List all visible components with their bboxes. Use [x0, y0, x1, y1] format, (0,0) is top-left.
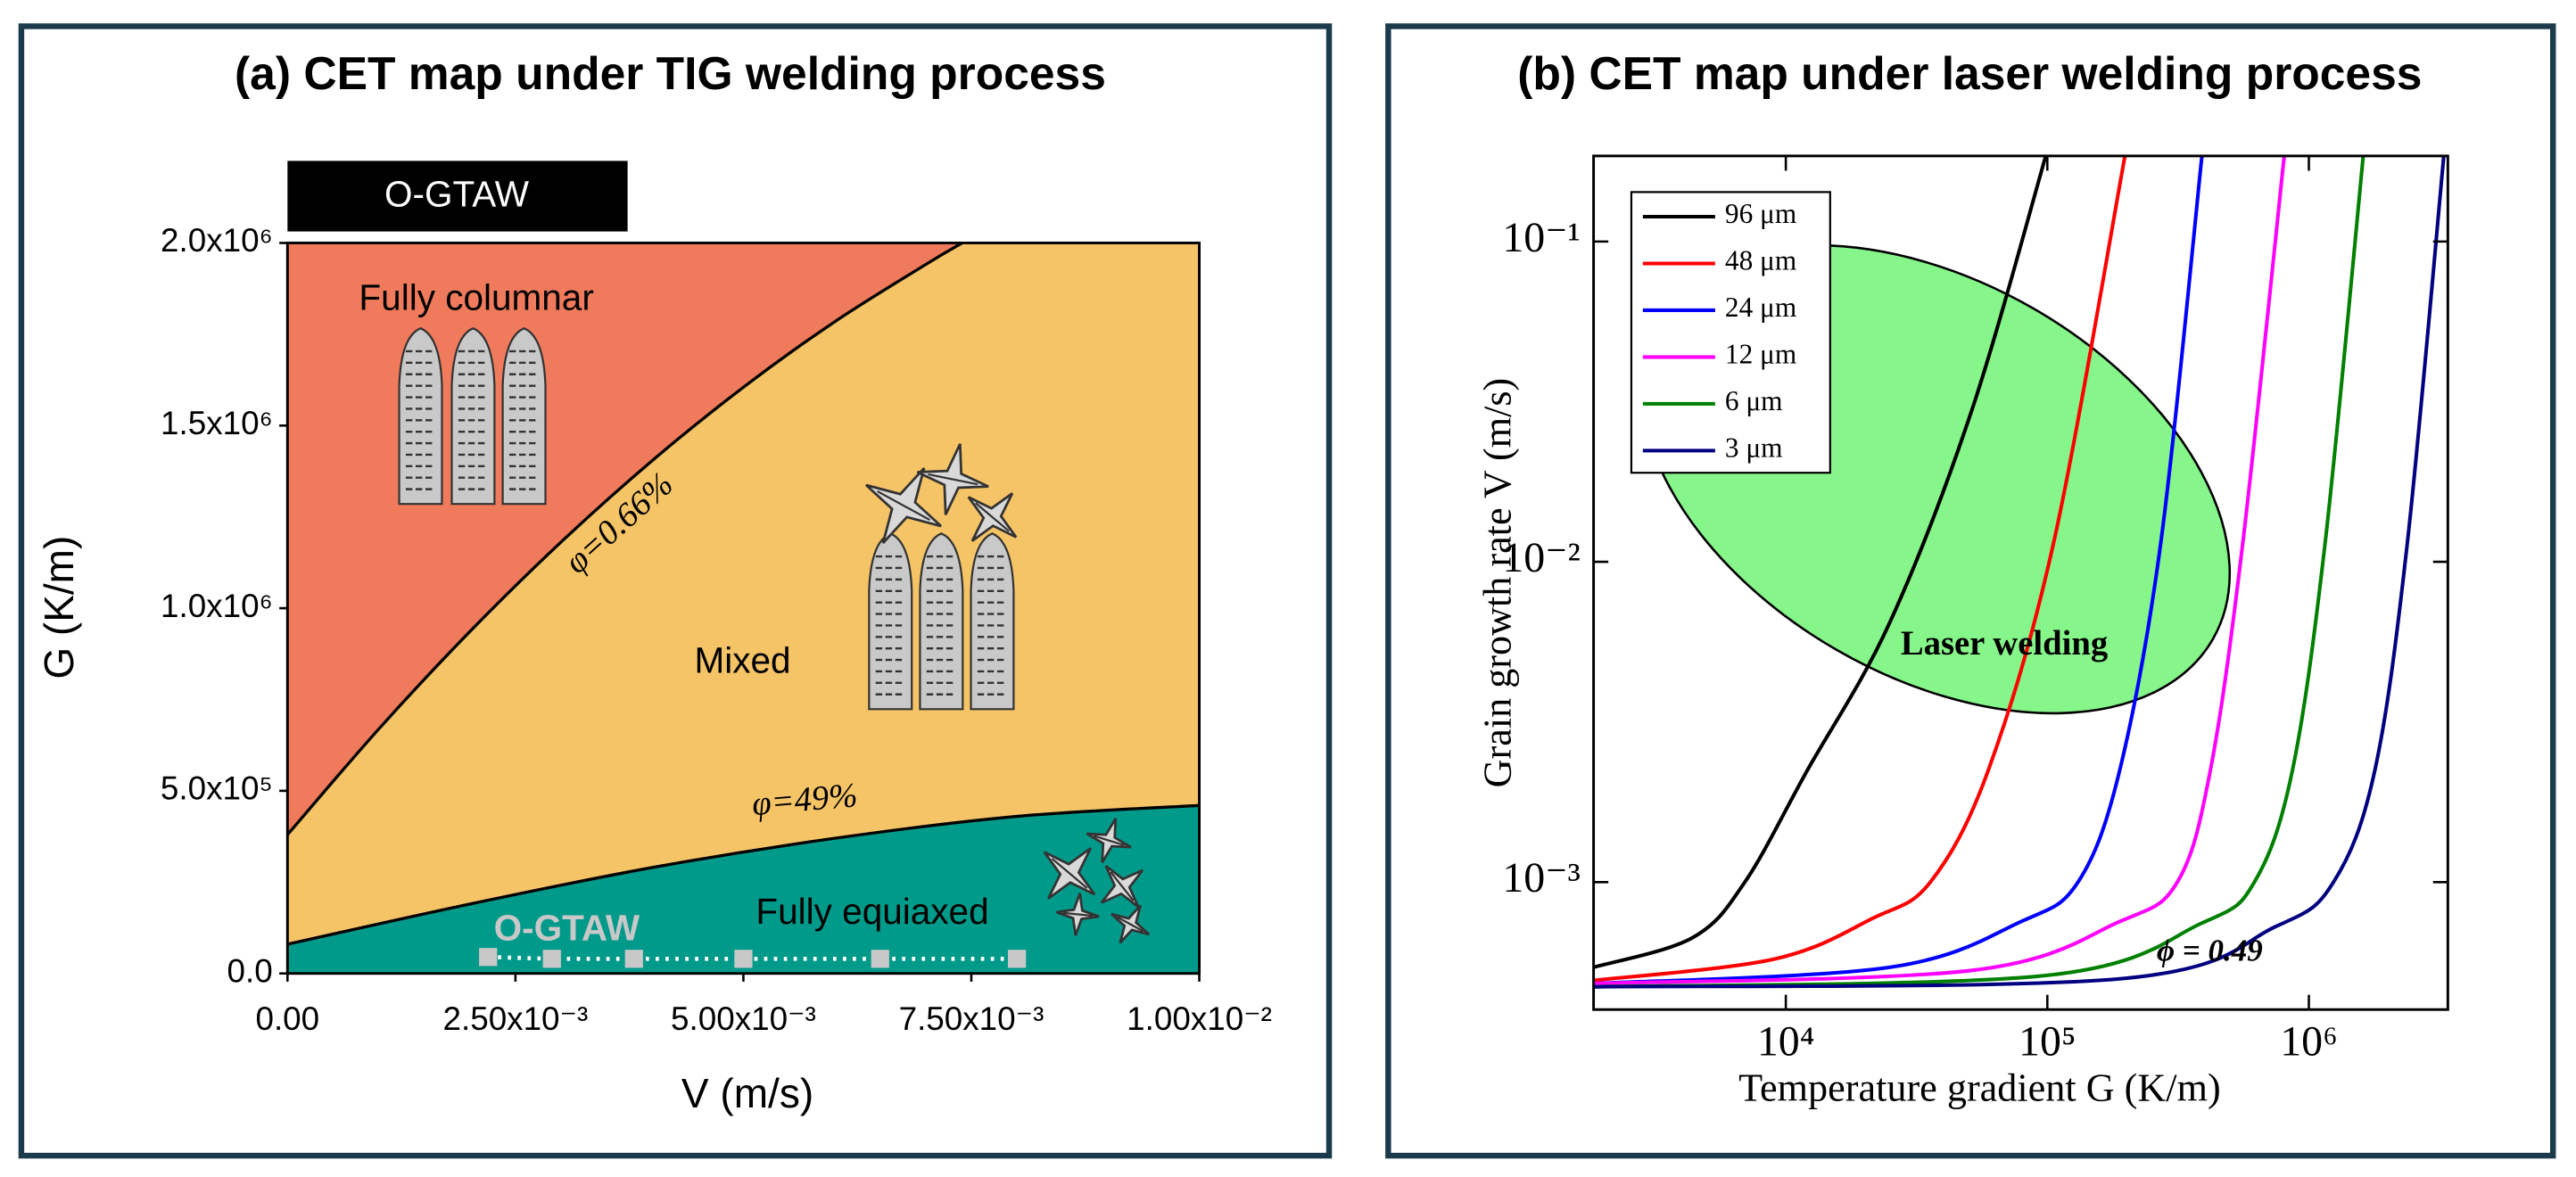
grain-arm [877, 490, 930, 522]
series-line [1593, 155, 2365, 989]
chart-title: (b) CET map under laser welding process [1517, 47, 2422, 99]
series-group [1593, 155, 2446, 989]
region-label: Mixed [694, 639, 790, 680]
x-axis-label: V (m/s) [681, 1070, 813, 1116]
grain-arm [1062, 911, 1094, 918]
y-tick-label: 1.0x10⁶ [161, 588, 273, 624]
y-tick-label: 10⁻³ [1502, 854, 1581, 901]
process-point [479, 948, 498, 967]
grain-arm [1116, 916, 1144, 933]
process-point [734, 950, 753, 968]
process-point [1007, 950, 1027, 968]
dendrite-icon [450, 327, 496, 506]
region [287, 805, 1200, 974]
grain-arm [975, 502, 1010, 532]
dendrite-icon [919, 532, 964, 711]
legend-label: 96 μm [1725, 198, 1796, 229]
panel-frame [18, 23, 1333, 1159]
x-axis-label: Temperature gradient G (K/m) [1738, 1066, 2221, 1109]
curve-label: φ=49% [750, 777, 859, 823]
legend-label: 48 μm [1725, 245, 1796, 276]
boundary-curve [286, 803, 1200, 946]
dendrite-icon [970, 532, 1015, 711]
chart-title: (a) CET map under TIG welding process [235, 47, 1106, 99]
series-line [1593, 155, 2286, 986]
x-tick-label: 10⁴ [1757, 1018, 1815, 1066]
dendrite-icon [398, 327, 443, 506]
y-tick-label: 10⁻² [1502, 534, 1581, 581]
series-line [1593, 155, 2446, 989]
x-tick-label: 10⁵ [2019, 1018, 2076, 1066]
x-tick-label: 10⁶ [2280, 1018, 2338, 1066]
plot-frame [1592, 154, 2449, 1011]
legend-label: 24 μm [1725, 292, 1796, 323]
y-tick-label: 10⁻¹ [1502, 214, 1581, 261]
region-label: Laser welding [1901, 625, 2108, 663]
label-box [287, 160, 628, 232]
x-tick-label: 5.00x10⁻³ [671, 1000, 816, 1037]
y-tick-label: 0.0 [227, 952, 273, 989]
legend-label: 6 μm [1725, 385, 1783, 416]
y-tick-label: 2.0x10⁶ [161, 222, 273, 259]
legend-box [1630, 191, 1831, 474]
legend-label: 3 μm [1725, 432, 1783, 464]
y-axis-label: G (K/m) [36, 536, 82, 679]
series-line [1593, 155, 2204, 986]
legend-label: 12 μm [1725, 339, 1796, 370]
panel-b: Laser welding ϕ = 0.49 96 μm 48 μm 24 μm 12 μ… [1476, 154, 2449, 1109]
grain-arm [928, 473, 978, 486]
process-point [624, 950, 643, 968]
y-tick-label: 5.0x10⁵ [161, 770, 273, 807]
x-tick-label: 2.50x10⁻³ [443, 1000, 589, 1037]
boundary-curve [286, 242, 963, 836]
dendrite-icon [501, 327, 547, 506]
x-tick-label: 1.00x10⁻² [1127, 1000, 1272, 1037]
process-point [871, 950, 889, 968]
process-point [542, 950, 561, 968]
grain-arm [1051, 857, 1088, 889]
region-label: Fully columnar [359, 277, 593, 318]
grain-arm [1110, 871, 1135, 901]
region-label: Fully equiaxed [755, 891, 988, 932]
annotation: ϕ = 0.49 [2157, 934, 2263, 968]
series-line [1593, 155, 2127, 983]
x-tick-label: 7.50x10⁻³ [899, 1000, 1044, 1037]
panel-frame [1385, 23, 2556, 1159]
y-tick-label: 1.5x10⁶ [161, 405, 273, 441]
point-label: O-GTAW [494, 908, 640, 949]
series-line [1593, 155, 2048, 969]
process-path [488, 954, 1018, 961]
box-label: O-GTAW [384, 174, 530, 215]
x-tick-label: 0.00 [255, 1000, 319, 1037]
grain-arm [1093, 835, 1125, 846]
y-axis-label: Grain growth rate V (m/s) [1476, 378, 1520, 788]
